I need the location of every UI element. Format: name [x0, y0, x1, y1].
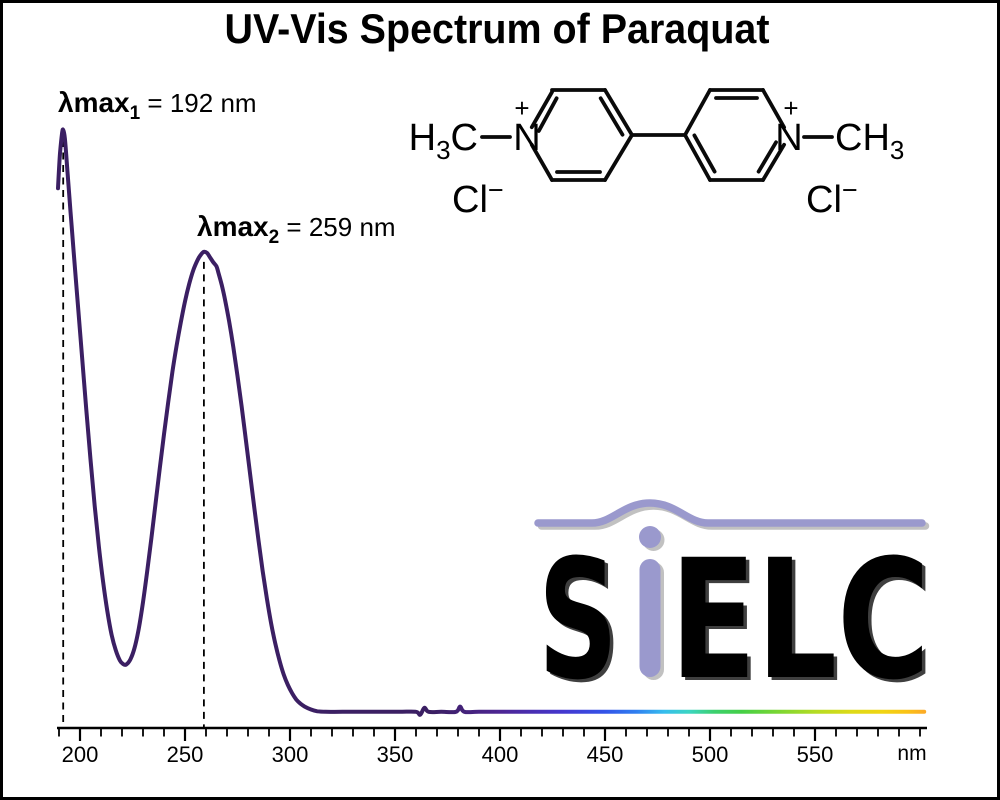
peak-guide-lines: [62, 140, 205, 727]
chart-title: UV-Vis Spectrum of Paraquat: [225, 5, 770, 52]
x-tick-label: 200: [62, 742, 99, 767]
chloride-left-label: Cl−: [452, 175, 504, 221]
x-tick-label: 300: [272, 742, 309, 767]
nitrogen-right-label: N: [775, 117, 802, 159]
peak2-lambda-max: λmax: [197, 211, 269, 242]
molecule-labels: H3C N + N + CH3 Cl− Cl−: [409, 93, 905, 221]
logo-letters-elc: ELC: [670, 524, 930, 716]
x-tick-label: 350: [377, 742, 414, 767]
logo-i-stem: [639, 559, 661, 677]
x-tick-label: 250: [167, 742, 204, 767]
peak1-lambda-max: λmax: [58, 87, 130, 118]
nitrogen-left-label: N: [513, 117, 540, 159]
peak1-annotation: λmax1 = 192 nm: [58, 87, 257, 124]
bond: [603, 133, 634, 182]
bond: [529, 142, 554, 182]
logo-letter-s: S: [538, 524, 618, 716]
peak2-subscript: 2: [269, 227, 280, 248]
bond: [603, 88, 634, 137]
x-tick-label: 400: [482, 742, 519, 767]
logo-chromatogram-line: [534, 499, 926, 527]
sielc-logo: S ELC S ELC: [534, 499, 934, 719]
logo-i-dot: [639, 526, 661, 548]
methyl-left-label: H3C: [409, 117, 478, 165]
spectrum-curve: [56, 127, 927, 717]
double-bond: [756, 140, 778, 174]
double-bond: [536, 96, 559, 133]
peak2-annotation: λmax2 = 259 nm: [197, 211, 396, 248]
bond: [529, 90, 554, 130]
peak1-value: = 192 nm: [140, 88, 256, 118]
peak2-value: = 259 nm: [279, 212, 395, 242]
sielc-logo-main: S ELC: [534, 499, 930, 716]
logo-letters-elc-shadow: ELC: [674, 527, 934, 719]
double-bond: [598, 96, 625, 137]
molecule-structure: [480, 88, 834, 182]
plus-charge-left: +: [514, 93, 529, 123]
chloride-right-label: Cl−: [806, 175, 858, 221]
bond: [761, 142, 786, 182]
methyl-right-label: CH3: [835, 117, 904, 165]
peak1-subscript: 1: [130, 103, 141, 124]
bond: [683, 133, 712, 182]
x-tick-label: 500: [692, 742, 729, 767]
double-bond: [692, 133, 717, 174]
x-tick-label: 450: [587, 742, 624, 767]
x-axis-unit-label: nm: [897, 742, 926, 765]
x-tick-label: 550: [797, 742, 834, 767]
bond: [761, 88, 786, 130]
bond: [683, 88, 712, 137]
x-axis: 200 250 300 350 400 450 500 550: [57, 726, 927, 767]
logo-letter-s-shadow: S: [542, 527, 622, 719]
plus-charge-right: +: [783, 93, 798, 123]
